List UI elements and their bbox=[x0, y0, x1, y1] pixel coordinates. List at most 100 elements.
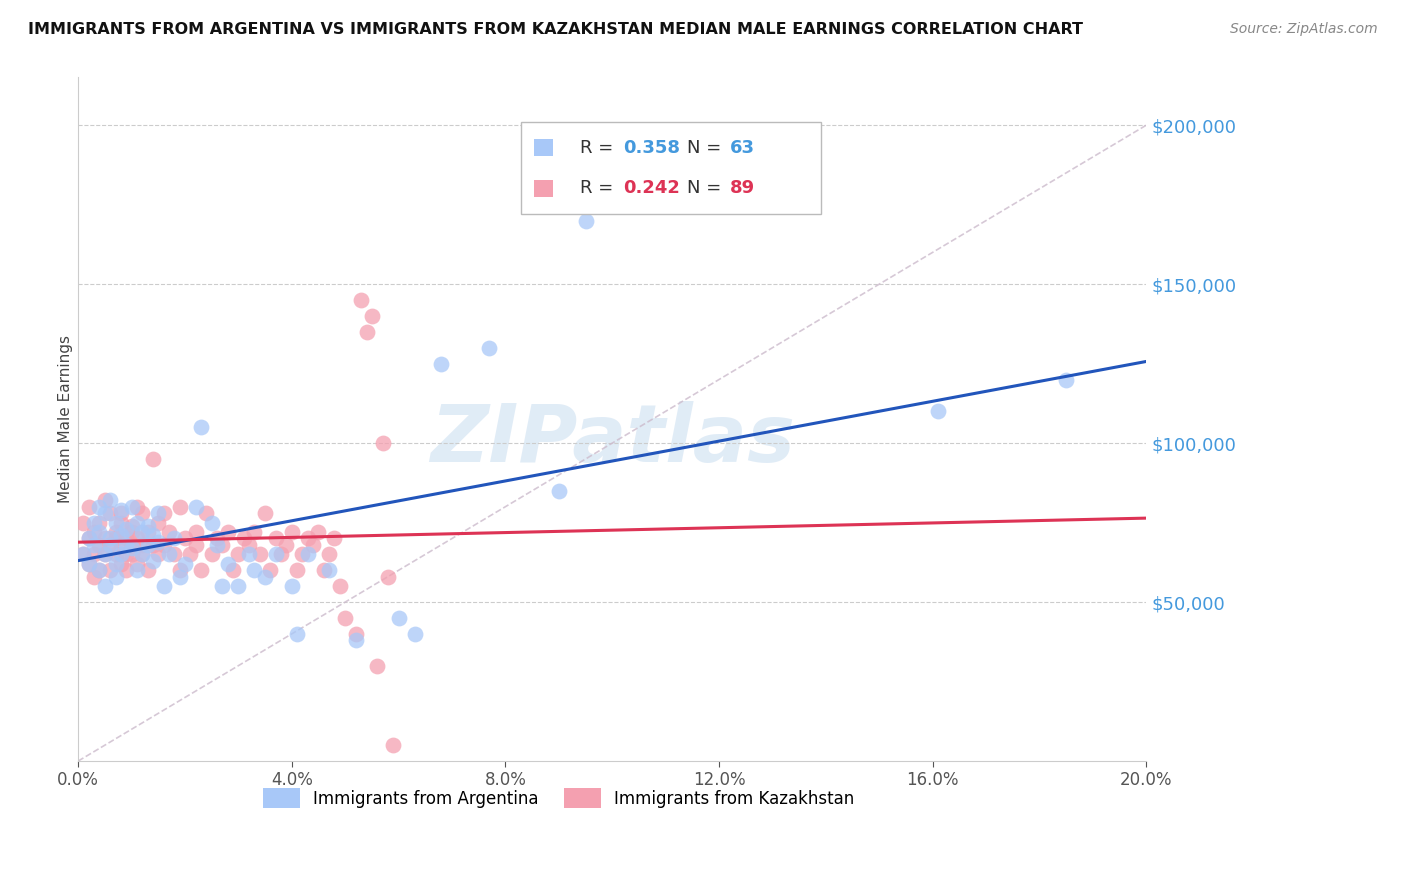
Point bbox=[281, 579, 304, 593]
Point bbox=[184, 500, 207, 514]
Point bbox=[115, 563, 138, 577]
Point bbox=[148, 534, 170, 549]
Point bbox=[98, 538, 121, 552]
Point bbox=[179, 548, 201, 562]
Point bbox=[142, 452, 165, 467]
Point bbox=[89, 525, 111, 540]
Point bbox=[110, 548, 132, 562]
Text: R =: R = bbox=[581, 179, 619, 197]
Point bbox=[83, 516, 105, 530]
Point bbox=[104, 525, 127, 540]
Point bbox=[308, 525, 330, 540]
Point bbox=[77, 557, 100, 571]
Point bbox=[94, 532, 117, 546]
Point bbox=[72, 548, 94, 562]
Text: R =: R = bbox=[581, 139, 619, 157]
Point bbox=[174, 557, 197, 571]
Point bbox=[249, 548, 271, 562]
Point bbox=[98, 493, 121, 508]
Point bbox=[89, 516, 111, 530]
Point bbox=[148, 516, 170, 530]
Point bbox=[136, 538, 159, 552]
Point bbox=[1054, 372, 1077, 386]
Point bbox=[89, 538, 111, 552]
Point bbox=[163, 548, 186, 562]
Point bbox=[83, 569, 105, 583]
Point bbox=[110, 516, 132, 530]
Point bbox=[169, 569, 191, 583]
Point bbox=[217, 557, 239, 571]
Point bbox=[115, 538, 138, 552]
Point bbox=[125, 557, 148, 571]
Point bbox=[190, 563, 212, 577]
Point bbox=[285, 563, 308, 577]
Bar bbox=[534, 139, 553, 156]
Point bbox=[228, 548, 250, 562]
Point bbox=[302, 538, 325, 552]
Y-axis label: Median Male Earnings: Median Male Earnings bbox=[58, 335, 73, 503]
Point bbox=[205, 532, 228, 546]
Point bbox=[131, 548, 153, 562]
Point bbox=[254, 569, 277, 583]
Point bbox=[152, 538, 174, 552]
Point bbox=[115, 522, 138, 536]
Text: 0.242: 0.242 bbox=[623, 179, 679, 197]
Point bbox=[157, 525, 180, 540]
Point bbox=[404, 627, 426, 641]
Point bbox=[125, 500, 148, 514]
Point bbox=[83, 525, 105, 540]
Bar bbox=[534, 180, 553, 197]
Point bbox=[77, 532, 100, 546]
Point bbox=[136, 563, 159, 577]
Point bbox=[201, 516, 224, 530]
Point bbox=[152, 506, 174, 520]
Point bbox=[323, 532, 346, 546]
Text: IMMIGRANTS FROM ARGENTINA VS IMMIGRANTS FROM KAZAKHSTAN MEDIAN MALE EARNINGS COR: IMMIGRANTS FROM ARGENTINA VS IMMIGRANTS … bbox=[28, 22, 1083, 37]
Point bbox=[184, 538, 207, 552]
Point bbox=[238, 538, 260, 552]
Point bbox=[89, 500, 111, 514]
Point bbox=[377, 569, 399, 583]
Point bbox=[276, 538, 298, 552]
Point bbox=[110, 528, 132, 542]
Point bbox=[98, 563, 121, 577]
Text: 0.358: 0.358 bbox=[623, 139, 681, 157]
Point bbox=[121, 538, 143, 552]
Point bbox=[169, 500, 191, 514]
Point bbox=[152, 579, 174, 593]
Point bbox=[312, 563, 335, 577]
Point bbox=[110, 503, 132, 517]
Point bbox=[205, 538, 228, 552]
Text: Source: ZipAtlas.com: Source: ZipAtlas.com bbox=[1230, 22, 1378, 37]
Point bbox=[136, 525, 159, 540]
Point bbox=[169, 563, 191, 577]
Point bbox=[243, 563, 266, 577]
Point bbox=[281, 525, 304, 540]
Point bbox=[131, 548, 153, 562]
Point bbox=[131, 538, 153, 552]
Point bbox=[110, 538, 132, 552]
Point bbox=[104, 569, 127, 583]
Point bbox=[195, 506, 218, 520]
Point bbox=[110, 506, 132, 520]
Point bbox=[264, 548, 287, 562]
Point bbox=[232, 532, 254, 546]
Point bbox=[77, 500, 100, 514]
Point bbox=[238, 548, 260, 562]
Point bbox=[142, 528, 165, 542]
Point bbox=[131, 525, 153, 540]
Point bbox=[184, 525, 207, 540]
Point bbox=[121, 548, 143, 562]
Point bbox=[104, 532, 127, 546]
Point bbox=[318, 563, 340, 577]
Point bbox=[387, 611, 409, 625]
Point bbox=[201, 548, 224, 562]
Point bbox=[264, 532, 287, 546]
Point bbox=[344, 627, 367, 641]
Point bbox=[72, 516, 94, 530]
Point bbox=[148, 548, 170, 562]
Point bbox=[104, 516, 127, 530]
Point bbox=[89, 563, 111, 577]
Point bbox=[98, 532, 121, 546]
Point bbox=[259, 563, 281, 577]
